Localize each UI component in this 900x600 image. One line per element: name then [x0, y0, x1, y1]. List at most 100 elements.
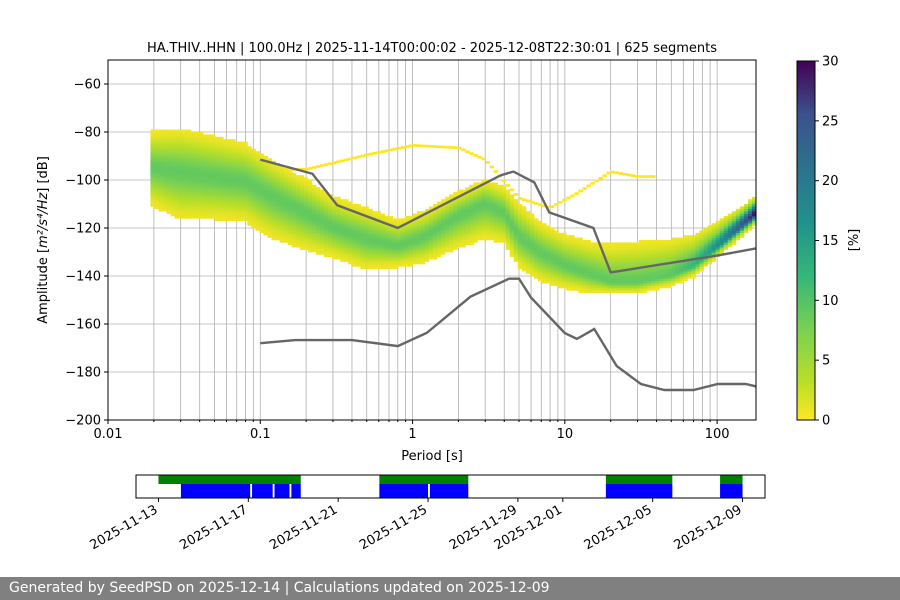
psd-cell [473, 240, 478, 243]
psd-cell [360, 242, 365, 246]
psd-cell [154, 199, 159, 202]
psd-cell [307, 247, 313, 250]
psd-cell [239, 148, 244, 152]
psd-cell [166, 144, 172, 147]
psd-cell [493, 218, 499, 222]
psd-cell [211, 175, 216, 178]
psd-cell [324, 240, 329, 243]
psd-cell [675, 273, 680, 277]
psd-cell [372, 264, 377, 267]
psd-cell [219, 168, 224, 171]
psd-cell [352, 230, 357, 234]
psd-cell [618, 280, 624, 284]
psd-cell [400, 247, 406, 250]
psd-cell [247, 170, 252, 174]
psd-cell [630, 276, 636, 279]
psd-cell [445, 244, 450, 248]
psd-cell [461, 240, 466, 243]
psd-cell [469, 187, 474, 190]
psd-cell [562, 242, 567, 246]
psd-cell [263, 158, 268, 162]
psd-cell [626, 264, 632, 267]
psd-cell [687, 235, 692, 238]
psd-cell [453, 225, 458, 229]
psd-cell [457, 211, 462, 214]
psd-cell [457, 220, 462, 224]
psd-cell [513, 220, 519, 224]
psd-cell [461, 242, 466, 246]
psd-cell [505, 237, 511, 241]
psd-cell [630, 268, 636, 272]
y-tick-label: −180 [65, 366, 101, 381]
psd-cell [457, 225, 462, 229]
psd-cell [715, 240, 721, 243]
psd-cell [324, 211, 329, 214]
psd-cell [598, 283, 603, 286]
psd-cell [295, 180, 301, 183]
psd-cell [219, 187, 224, 190]
psd-cell [529, 220, 535, 224]
psd-cell [477, 194, 482, 198]
psd-cell [594, 290, 599, 294]
psd-cell [271, 232, 276, 236]
psd-cell [206, 175, 212, 178]
psd-cell [206, 192, 212, 195]
psd-cell [513, 199, 519, 202]
psd-cell [166, 132, 172, 135]
psd-cell [186, 151, 192, 154]
psd-cell [352, 204, 357, 207]
psd-cell [283, 204, 289, 207]
psd-cell [703, 235, 708, 238]
psd-cell [162, 187, 167, 190]
psd-cell [739, 225, 745, 229]
psd-cell [562, 232, 567, 236]
psd-cell [215, 163, 220, 166]
psd-cell [735, 228, 741, 231]
psd-cell [667, 285, 672, 289]
psd-cell [659, 261, 664, 265]
psd-cell [291, 180, 297, 183]
psd-cell [174, 153, 180, 157]
psd-cell [489, 204, 494, 207]
psd-cell [287, 180, 293, 183]
psd-cell [271, 216, 276, 219]
psd-cell [324, 230, 329, 234]
psd-cell [336, 206, 341, 210]
psd-cell [538, 261, 543, 265]
psd-cell [642, 259, 648, 262]
psd-cell [562, 235, 567, 238]
psd-sparse-cell [626, 173, 632, 177]
availability-gap-bar [379, 475, 469, 484]
psd-cell [412, 232, 418, 236]
psd-cell [303, 240, 309, 243]
psd-cell [239, 187, 244, 190]
psd-cell [295, 232, 301, 236]
psd-cell [295, 213, 301, 217]
psd-cell [614, 273, 620, 277]
psd-cell [477, 216, 482, 219]
psd-cell [324, 194, 329, 198]
psd-cell [493, 184, 499, 188]
psd-cell [170, 170, 176, 174]
psd-cell [731, 211, 737, 214]
psd-cell [178, 216, 184, 219]
psd-sparse-cell [469, 152, 474, 155]
psd-cell [590, 266, 595, 270]
psd-cell [566, 247, 571, 250]
psd-cell [412, 237, 418, 241]
psd-cell [707, 235, 712, 238]
psd-cell [239, 156, 244, 159]
psd-cell [295, 194, 301, 198]
psd-cell [295, 196, 301, 200]
psd-cell [429, 223, 434, 226]
psd-cell [525, 247, 531, 250]
psd-cell [190, 182, 196, 186]
psd-cell [747, 204, 753, 207]
psd-cell [364, 249, 369, 253]
psd-sparse-cell [352, 156, 357, 160]
psd-cell [211, 213, 216, 217]
psd-cell [739, 218, 745, 222]
psd-cell [291, 187, 297, 190]
psd-cell [162, 144, 167, 147]
psd-cell [400, 259, 406, 262]
